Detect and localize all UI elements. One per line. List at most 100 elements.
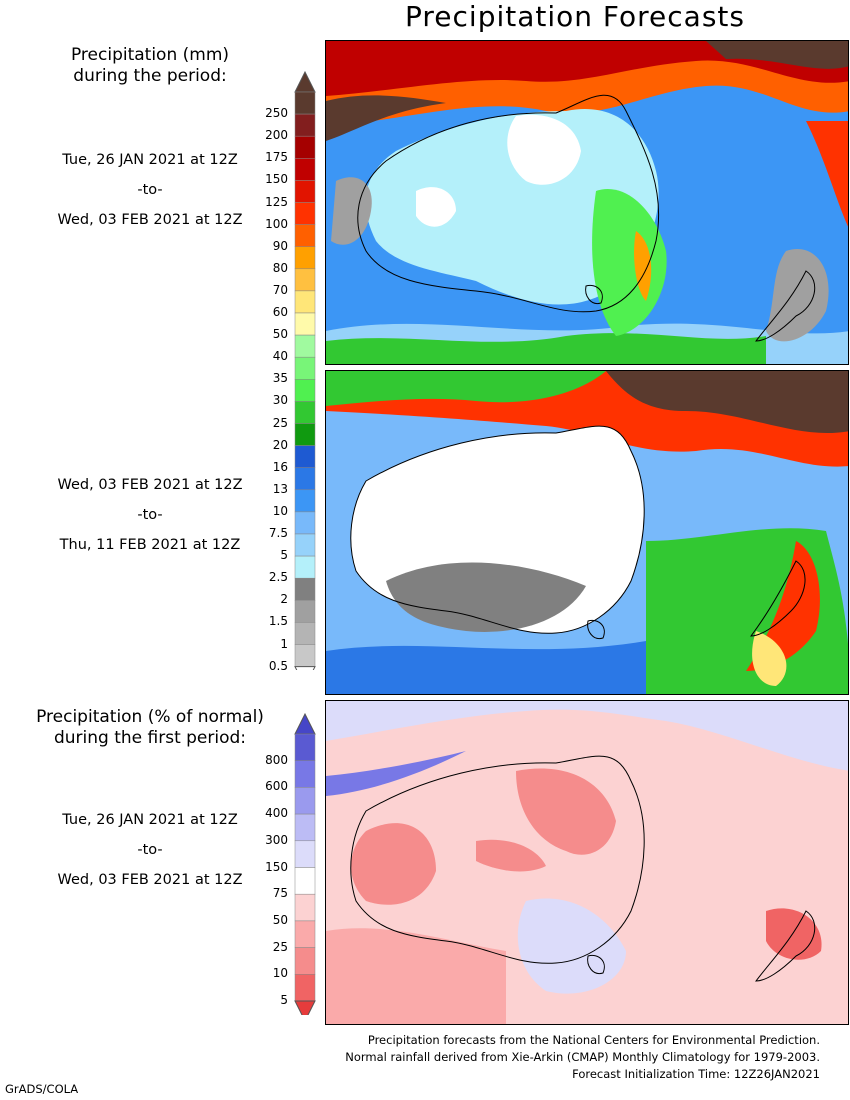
precip-colorbar-tick-label: 125 (265, 194, 288, 209)
percent-colorbar-top-arrow (294, 712, 316, 735)
period3-start: Tue, 26 JAN 2021 at 12Z (62, 812, 238, 828)
precip-colorbar-swatch (294, 91, 316, 115)
footer-line2: Normal rainfall derived from Xie-Arkin (… (345, 1050, 820, 1064)
period3-end: Wed, 03 FEB 2021 at 12Z (57, 872, 243, 888)
precip-colorbar-swatch (294, 224, 316, 247)
precip-colorbar-swatch (294, 600, 316, 623)
precip-colorbar-tick-label: 16 (272, 459, 288, 474)
percent-colorbar-swatch (294, 867, 316, 895)
precip-colorbar-tick-label: 40 (272, 349, 288, 364)
precip-colorbar-tick-label: 60 (272, 305, 288, 319)
period2-end: Thu, 11 FEB 2021 at 12Z (59, 537, 241, 553)
percent-colorbar-swatch (294, 733, 316, 761)
precip-colorbar-tick-label: 2.5 (268, 570, 288, 585)
period3-to: -to- (137, 842, 163, 858)
precip-colorbar-swatch (294, 334, 316, 358)
precip-colorbar-tick-label: 100 (265, 216, 288, 231)
precip-colorbar-tick-label: 1.5 (268, 614, 288, 629)
precip-map-period1 (325, 40, 849, 365)
precip-colorbar-swatch (294, 290, 316, 314)
percent-normal-colorbar (294, 712, 316, 1015)
percent-colorbar-swatch (294, 893, 316, 922)
precip-colorbar-tick-label: 80 (272, 260, 288, 275)
precip-colorbar-tick-label: 7.5 (268, 526, 288, 540)
precip-legend-heading: Precipitation (mm) during the period: (0, 45, 300, 87)
percent-colorbar-tick-label: 800 (265, 752, 288, 767)
precip-colorbar-swatch (294, 467, 316, 491)
percent-colorbar-swatch (294, 974, 316, 1002)
precip-colorbar-tick-label: 25 (272, 415, 288, 430)
period1-start: Tue, 26 JAN 2021 at 12Z (62, 152, 238, 168)
precip-colorbar-swatch (294, 180, 316, 203)
precip-colorbar-swatch (294, 555, 316, 579)
percent-colorbar-swatch (294, 947, 316, 975)
precip-colorbar-swatch (294, 312, 316, 336)
precip-colorbar-tick-label: 0.5 (268, 658, 288, 673)
precip-map-period2 (325, 370, 849, 695)
period1-to: -to- (137, 182, 163, 198)
precip-colorbar-swatch (294, 423, 316, 446)
percent-colorbar-bottom-arrow (294, 1000, 316, 1015)
precip-colorbar-tick-label: 250 (265, 106, 288, 121)
percent-colorbar-tick-label: 50 (272, 912, 288, 927)
precip-colorbar-top-arrow (294, 70, 316, 93)
percent-normal-map (325, 700, 849, 1025)
precip-colorbar-tick-label: 10 (272, 503, 288, 518)
precip-colorbar-tick-label: 30 (272, 393, 288, 408)
percent-colorbar-swatch (294, 787, 316, 815)
percent-colorbar-swatch (294, 920, 316, 948)
precip-colorbar-swatch (294, 158, 316, 181)
precip-colorbar-swatch (294, 644, 316, 667)
precip-colorbar-swatch (294, 113, 316, 137)
precip-colorbar-tick-label: 175 (265, 150, 288, 165)
precip-colorbar-bottom-arrow (294, 666, 316, 670)
percent-colorbar-tick-label: 75 (272, 886, 288, 901)
precip-colorbar-swatch (294, 533, 316, 557)
precip-colorbar-tick-label: 50 (272, 327, 288, 342)
percent-colorbar-tick-label: 25 (272, 939, 288, 954)
precip-colorbar-tick-label: 20 (272, 437, 288, 452)
precip-legend-heading-line1: Precipitation (mm) (70, 45, 230, 65)
credit-label: GrADS/COLA (5, 1082, 79, 1096)
precip-colorbar-swatch (294, 489, 316, 513)
precip-colorbar-tick-label: 35 (272, 371, 288, 386)
precip-colorbar-swatch (294, 577, 316, 601)
precip-colorbar-swatch (294, 268, 316, 292)
percent-colorbar-swatch (294, 813, 316, 842)
precip-colorbar-swatch (294, 379, 316, 402)
precip-colorbar-tick-label: 200 (265, 128, 288, 143)
precip-colorbar-swatch (294, 356, 316, 380)
percent-colorbar-tick-label: 150 (265, 859, 288, 874)
precip-colorbar-swatch (294, 511, 316, 535)
percent-colorbar-tick-label: 5 (280, 993, 288, 1007)
period2-to: -to- (137, 507, 163, 523)
percent-colorbar-tick-label: 400 (265, 806, 288, 821)
percent-colorbar-tick-label: 10 (272, 966, 288, 981)
precip-colorbar-swatch (294, 246, 316, 270)
precip-legend-heading-line2: during the period: (73, 66, 227, 86)
period2-start: Wed, 03 FEB 2021 at 12Z (57, 477, 243, 493)
precip-colorbar-swatch (294, 445, 316, 468)
precip-colorbar-tick-label: 70 (272, 282, 288, 297)
precip-colorbar-tick-label: 90 (272, 238, 288, 253)
precip-colorbar-tick-label: 13 (272, 481, 288, 496)
footer-line3: Forecast Initialization Time: 12Z26JAN20… (572, 1067, 820, 1081)
percent-colorbar-tick-label: 600 (265, 779, 288, 794)
footer-line1: Precipitation forecasts from the Nationa… (367, 1033, 820, 1047)
percent-normal-heading-line1: Precipitation (% of normal) (36, 707, 264, 727)
precip-colorbar-tick-label: 1 (280, 636, 288, 651)
percent-colorbar-tick-label: 300 (265, 832, 288, 847)
page-title: Precipitation Forecasts (405, 0, 745, 33)
precip-colorbar-swatch (294, 202, 316, 225)
precip-colorbar-tick-label: 150 (265, 172, 288, 187)
precip-colorbar-tick-label: 2 (280, 592, 288, 607)
precip-colorbar-swatch (294, 401, 316, 424)
percent-normal-heading-line2: during the first period: (53, 728, 247, 748)
percent-colorbar-swatch (294, 840, 316, 868)
precip-colorbar-swatch (294, 622, 316, 645)
precip-colorbar (294, 70, 316, 670)
percent-colorbar-swatch (294, 760, 316, 788)
period1-end: Wed, 03 FEB 2021 at 12Z (57, 212, 243, 228)
percent-normal-legend-heading: Precipitation (% of normal) during the f… (0, 707, 300, 749)
precip-colorbar-tick-label: 5 (280, 548, 288, 563)
